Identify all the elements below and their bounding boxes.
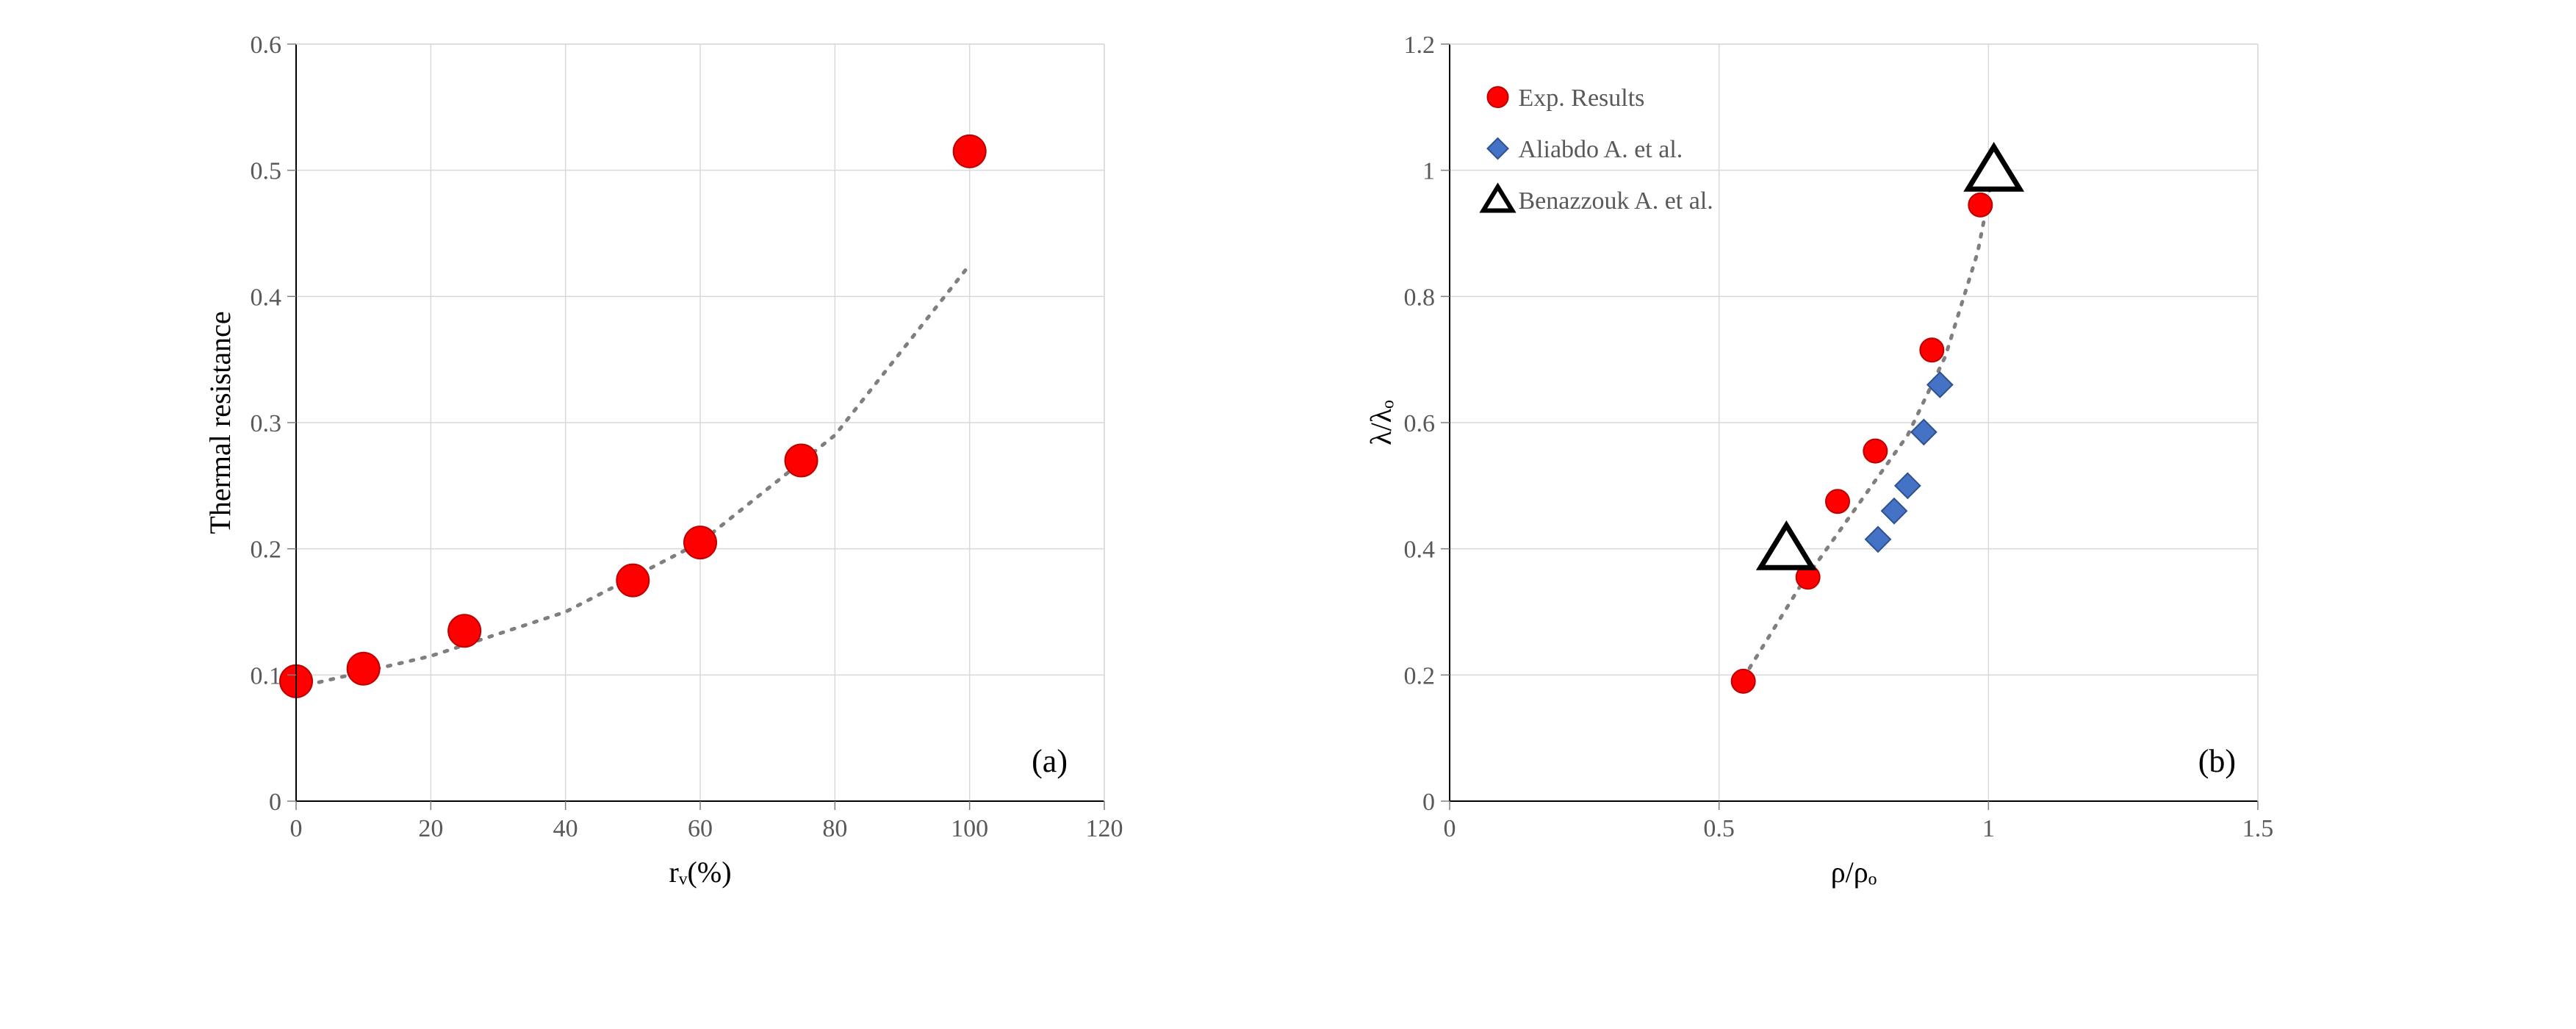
y-axis-label: λ/λₒ [1364,400,1397,445]
y-tick-label: 0.6 [251,32,282,59]
x-axis-label: ρ/ρₒ [1831,856,1877,889]
y-tick-label: 1 [1422,158,1435,185]
y-tick-label: 0.4 [251,284,282,311]
x-tick-label: 80 [822,815,847,842]
x-tick-label: 0 [290,815,303,842]
x-tick-label: 120 [1086,815,1123,842]
y-tick-label: 0.3 [251,410,282,437]
y-tick-label: 0.5 [251,158,282,185]
y-tick-label: 0.2 [251,537,282,564]
y-tick-label: 0.2 [1404,662,1436,689]
x-axis-label: rᵥ(%) [669,856,731,889]
x-tick-label: 100 [951,815,988,842]
chart-a-svg: 0 20 40 60 80 100 120 0 0.1 0.2 0.3 0.4 0.5 0.6 rᵥ(%) T… [208,15,1207,911]
legend-label: Aliabdo A. et al. [1519,136,1683,163]
x-tick-label: 40 [553,815,578,842]
y-axis-label: Thermal resistance [208,311,237,534]
x-tick-label: 20 [418,815,443,842]
legend-label: Benazzouk A. et al. [1519,187,1713,215]
x-tick-label: 1 [1982,815,1995,842]
legend-label: Exp. Results [1519,85,1645,112]
chart-b-svg: 0 0.5 1 1.5 0 0.2 0.4 0.6 0.8 1 1.2 ρ/ρₒ λ/λₒ Exp. Re… [1354,15,2368,911]
y-tick-label: 0 [269,789,281,816]
chart-panel-b: 0 0.5 1 1.5 0 0.2 0.4 0.6 0.8 1 1.2 ρ/ρₒ λ/λₒ Exp. Re… [1354,15,2368,911]
y-tick-label: 0.6 [1404,410,1436,437]
x-tick-label: 0 [1444,815,1456,842]
figure-container: 02040608010012000.10.20.30.40.50.6rᵥ(%)T… [15,15,2561,911]
y-tick-label: 0.8 [1404,284,1436,311]
y-tick-label: 0.4 [1404,537,1436,564]
x-tick-label: 60 [688,815,713,842]
x-tick-label: 0.5 [1703,815,1735,842]
y-tick-label: 1.2 [1404,32,1436,59]
chart-panel-a: 0 20 40 60 80 100 120 0 0.1 0.2 0.3 0.4 0.5 0.6 rᵥ(%) T… [208,15,1207,911]
y-tick-label: 0.1 [251,662,282,689]
panel-label-b: (b) [2198,743,2236,779]
panel-label-a: (a) [1032,743,1068,779]
y-tick-label: 0 [1422,789,1435,816]
x-tick-label: 1.5 [2242,815,2274,842]
